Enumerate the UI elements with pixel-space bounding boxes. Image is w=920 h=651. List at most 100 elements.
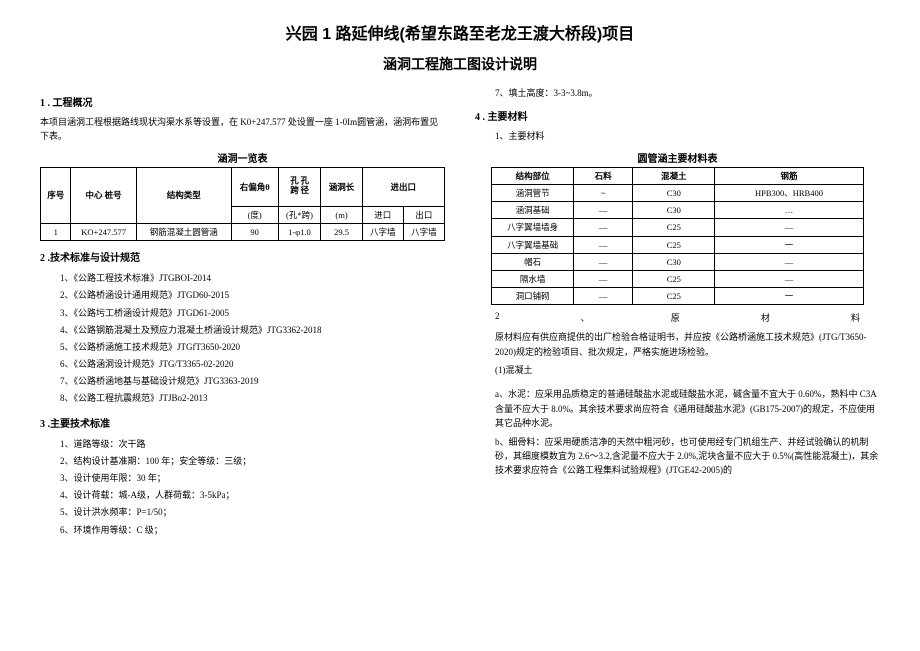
cell: —	[573, 270, 632, 287]
spread-char: 材	[761, 311, 770, 324]
section-4-heading: 4 . 主要材料	[475, 108, 880, 123]
list-item: 3、设计使用年限：30 年；	[60, 470, 445, 487]
u-len: (m)	[321, 206, 362, 223]
cell: C25	[633, 236, 715, 253]
cell: 涵洞基础	[492, 202, 574, 219]
para-materials-3: a、水泥：应采用品质稳定的普通硅酸盐水泥或硅酸盐水泥，碱含量不宜大于 0.60%…	[475, 387, 880, 430]
th-io: 进出口	[362, 167, 444, 206]
list-item: 2、《公路桥涵设计通用规范》JTGD60-2015	[60, 287, 445, 304]
spread-char: 、	[581, 311, 590, 324]
spread-char: 原	[671, 311, 680, 324]
section-4-sub2-spread: 2 、 原 材 料	[475, 311, 880, 324]
cell: —	[573, 288, 632, 305]
doc-title-main: 兴园 1 路延伸线(希望东路至老龙王渡大桥段)项目	[40, 20, 880, 44]
section-1-heading: 1 . 工程概况	[40, 94, 445, 109]
th-span: 孔径 孔跨	[278, 167, 321, 206]
list-item: 8、《公路工程抗震规范》JTJBo2-2013	[60, 390, 445, 407]
cell: —	[573, 202, 632, 219]
left-column: 1 . 工程概况 本项目涵洞工程根据路线现状沟渠水系等设置，在 K0+247.5…	[40, 86, 445, 539]
cell: —	[573, 253, 632, 270]
section-2-heading: 2 .技术标准与设计规范	[40, 249, 445, 264]
cell: 90	[231, 224, 278, 241]
cell: C30	[633, 202, 715, 219]
table-row: 1 KO+247.577 钢筋混凝土圆管涵 90 1-φ1.0 29.5 八字墙…	[41, 224, 445, 241]
cell: 八字翼墙基础	[492, 236, 574, 253]
th: 钢筋	[715, 167, 864, 184]
th: 混凝土	[633, 167, 715, 184]
spread-char: 2	[495, 311, 500, 324]
list-item: 4、设计荷载：城-A级，人群荷载：3-5kPa；	[60, 487, 445, 504]
section-4-sub1: 1、主要材料	[475, 129, 880, 143]
para-materials-2: (1)混凝土	[475, 363, 880, 377]
para-materials-4: b、细骨料：应采用硬质洁净的天然中粗河砂，也可使用经专门机组生产、并经试验确认的…	[475, 435, 880, 478]
cell: —	[573, 219, 632, 236]
u-in: 进口	[362, 206, 403, 223]
right-column: 7、填土高度：3-3~3.8m。 4 . 主要材料 1、主要材料 圆管涵主要材料…	[475, 86, 880, 539]
list-item: 2、结构设计基准期：100 年；安全等级：三级；	[60, 453, 445, 470]
cell: C30	[633, 184, 715, 201]
list-item: 1、《公路工程技术标准》JTGBOI-2014	[60, 270, 445, 287]
cell: —	[573, 236, 632, 253]
cell: 1	[41, 224, 71, 241]
cell: ~	[573, 184, 632, 201]
table-row: 涵洞管节~C30HPB300、HRB400	[492, 184, 864, 201]
cell: 一	[715, 288, 864, 305]
th: 结构部位	[492, 167, 574, 184]
section-3-list: 1、道路等级：次干路 2、结构设计基准期：100 年；安全等级：三级； 3、设计…	[40, 436, 445, 539]
cell: —	[715, 253, 864, 270]
th-no: 序号	[41, 167, 71, 223]
cell: 帽石	[492, 253, 574, 270]
top-line: 7、填土高度：3-3~3.8m。	[475, 86, 880, 100]
table-row: 隔水墙—C25—	[492, 270, 864, 287]
cell: —	[715, 219, 864, 236]
section-2-list: 1、《公路工程技术标准》JTGBOI-2014 2、《公路桥涵设计通用规范》JT…	[40, 270, 445, 407]
cell: 隔水墙	[492, 270, 574, 287]
cell: C25	[633, 219, 715, 236]
list-item: 6、环境作用等级：C 级；	[60, 522, 445, 539]
table-row: 洞口铺砌—C25一	[492, 288, 864, 305]
table-row: 八字翼墙墙身—C25—	[492, 219, 864, 236]
spread-char: 料	[851, 311, 860, 324]
table1-title: 涵洞一览表	[40, 150, 445, 165]
th-angle: 右偏角θ	[231, 167, 278, 206]
cell: 钢筋混凝土圆管涵	[136, 224, 231, 241]
list-item: 1、道路等级：次干路	[60, 436, 445, 453]
cell: 八字翼墙墙身	[492, 219, 574, 236]
list-item: 4、《公路钢筋混凝土及预应力混凝土桥涵设计规范》JTG3362-2018	[60, 322, 445, 339]
cell: C25	[633, 270, 715, 287]
culvert-list-table: 序号 中心 桩号 结构类型 右偏角θ 孔径 孔跨 涵洞长 进出口 (度) (孔*…	[40, 167, 445, 242]
cell: 洞口铺砌	[492, 288, 574, 305]
para-materials-1: 原材料应有供应商提供的出厂检验合格证明书，并应按《公路桥涵施工技术规范》(JTG…	[475, 330, 880, 359]
cell: —	[715, 270, 864, 287]
table-header-row: 序号 中心 桩号 结构类型 右偏角θ 孔径 孔跨 涵洞长 进出口	[41, 167, 445, 206]
table-row: 涵洞基础—C30…	[492, 202, 864, 219]
cell: 八字墙	[362, 224, 403, 241]
cell: 29.5	[321, 224, 362, 241]
cell: C25	[633, 288, 715, 305]
doc-title-sub: 涵洞工程施工图设计说明	[40, 54, 880, 74]
th-type: 结构类型	[136, 167, 231, 223]
table-row: 八字翼墙基础—C25一	[492, 236, 864, 253]
list-item: 5、《公路桥涵施工技术规范》JTGfT3650-2020	[60, 339, 445, 356]
cell: HPB300、HRB400	[715, 184, 864, 201]
u-span: (孔*跨)	[278, 206, 321, 223]
th-center: 中心 桩号	[71, 167, 136, 223]
cell: 八字墙	[403, 224, 444, 241]
section-3-heading: 3 .主要技术标准	[40, 415, 445, 430]
th: 石料	[573, 167, 632, 184]
list-item: 5、设计洪水频率：P=1/50；	[60, 504, 445, 521]
th-len: 涵洞长	[321, 167, 362, 206]
cell: KO+247.577	[71, 224, 136, 241]
cell: …	[715, 202, 864, 219]
list-item: 3、《公路圬工桥涵设计规范》JTGD61-2005	[60, 305, 445, 322]
table-header-row: 结构部位 石料 混凝土 钢筋	[492, 167, 864, 184]
list-item: 6、《公路涵洞设计规范》JTG/T3365-02-2020	[60, 356, 445, 373]
table2-title: 圆管涵主要材料表	[475, 150, 880, 165]
section-1-para: 本项目涵洞工程根据路线现状沟渠水系等设置，在 K0+247.577 处设置一座 …	[40, 115, 445, 144]
cell: 1-φ1.0	[278, 224, 321, 241]
cell: 一	[715, 236, 864, 253]
u-angle: (度)	[231, 206, 278, 223]
u-out: 出口	[403, 206, 444, 223]
materials-table: 结构部位 石料 混凝土 钢筋 涵洞管节~C30HPB300、HRB400 涵洞基…	[491, 167, 864, 306]
cell: C30	[633, 253, 715, 270]
